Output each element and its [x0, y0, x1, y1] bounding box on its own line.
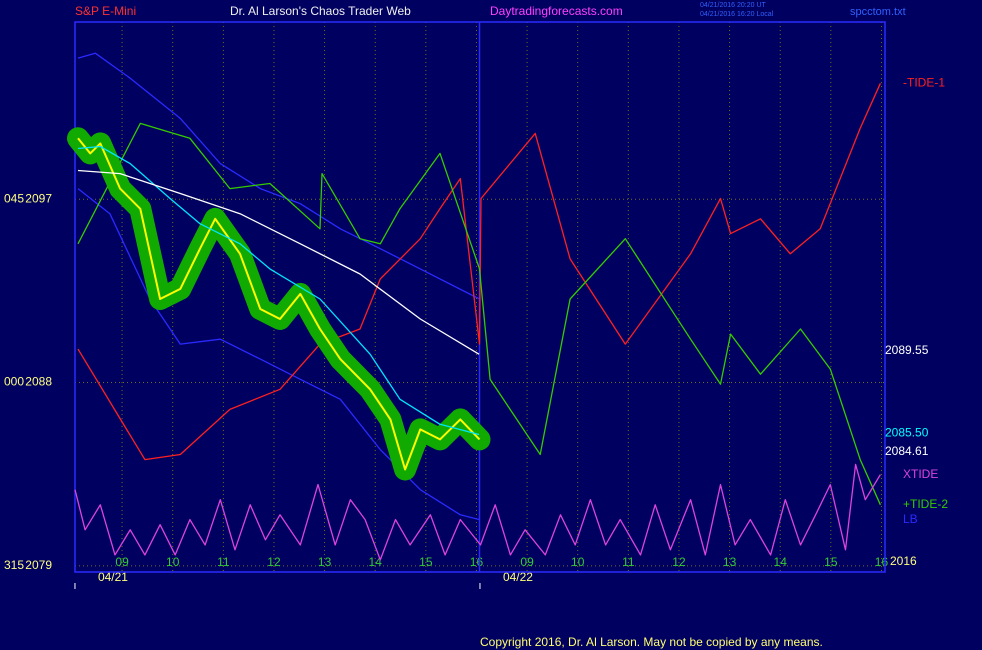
- angle-label: 315: [4, 558, 24, 572]
- timestamp: 04/21/2016 20:20 UT: [700, 2, 766, 9]
- series-label: XTIDE: [903, 467, 938, 481]
- x-tick-label: 12: [672, 555, 686, 569]
- timestamp: 04/21/2016 16:20 Local: [700, 11, 774, 18]
- series-line: [77, 188, 480, 521]
- price-label: 2085.50: [885, 426, 929, 440]
- x-tick-label: 13: [723, 555, 737, 569]
- series-line: [77, 145, 480, 436]
- series-label: -TIDE-1: [903, 75, 945, 89]
- date-label: 04/21: [98, 570, 128, 584]
- y-tick-label: 2088: [25, 375, 52, 389]
- x-tick-label: 11: [217, 555, 230, 569]
- price-label: 2084.61: [885, 444, 929, 458]
- x-tick-label: 15: [419, 555, 433, 569]
- series-label: LB: [903, 512, 918, 526]
- series-line: [77, 122, 881, 506]
- x-tick-label: 12: [267, 555, 281, 569]
- instrument: S&P E-Mini: [75, 4, 136, 18]
- x-tick-label: 16: [470, 555, 484, 569]
- x-tick-label: 14: [774, 555, 788, 569]
- series-line: [77, 137, 481, 471]
- file-name: spcctom.txt: [850, 6, 906, 18]
- series-label: +TIDE-2: [903, 497, 948, 511]
- angle-label: 000: [4, 375, 24, 389]
- copyright: Copyright 2016, Dr. Al Larson. May not b…: [480, 635, 823, 649]
- series-line: [74, 463, 881, 561]
- date-label: 04/22: [503, 570, 533, 584]
- series-line: [77, 169, 480, 355]
- y-tick-label: 2079: [25, 558, 52, 572]
- y-tick-label: 2097: [25, 191, 52, 205]
- site: Daytradingforecasts.com: [490, 4, 623, 18]
- x-tick-label: 09: [115, 555, 129, 569]
- series-line: [77, 52, 480, 300]
- x-tick-label: 14: [369, 555, 383, 569]
- chart-title: Dr. Al Larson's Chaos Trader Web: [230, 4, 411, 18]
- angle-label: 045: [4, 191, 24, 205]
- x-tick-label: 11: [622, 555, 635, 569]
- x-tick-label: 10: [571, 555, 585, 569]
- x-tick-label: 09: [520, 555, 534, 569]
- x-tick-label: 10: [166, 555, 180, 569]
- x-tick-label: 13: [318, 555, 332, 569]
- x-tick-label: 15: [824, 555, 838, 569]
- x-tick-label: 16: [875, 555, 889, 569]
- price-label: 2089.55: [885, 343, 929, 357]
- year-label: 2016: [890, 554, 917, 568]
